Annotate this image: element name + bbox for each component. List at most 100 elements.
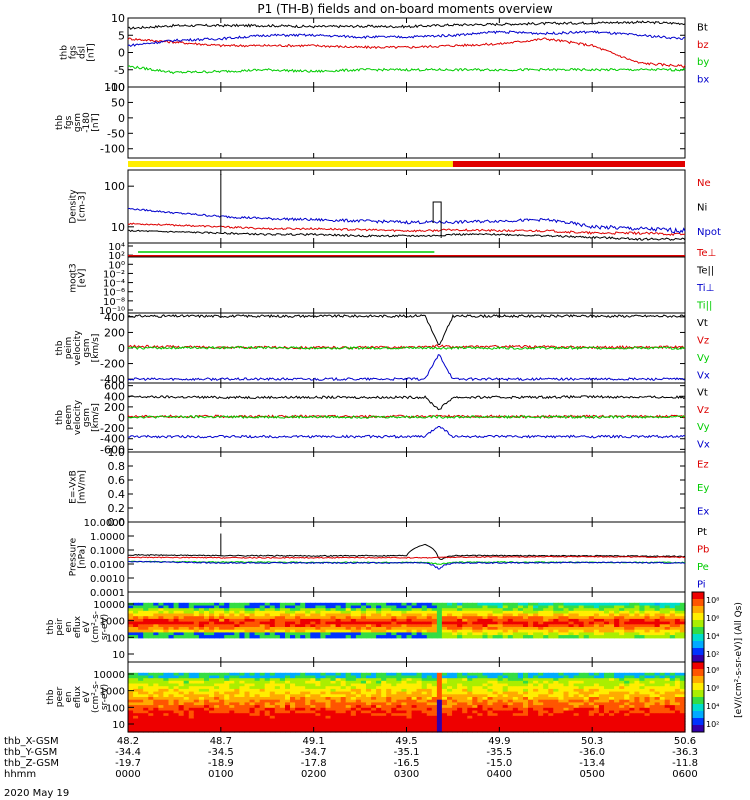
spectrogram-cell: [249, 678, 256, 682]
x-tick-label: -19.7: [115, 758, 141, 769]
spectrogram-cell: [467, 710, 473, 714]
spectrogram-cell: [624, 605, 630, 609]
spectrogram-cell: [173, 697, 180, 701]
spectrogram-cell: [679, 683, 686, 687]
spectrogram-cell: [295, 608, 301, 612]
colorbar-cell: [692, 683, 704, 691]
spectrogram-cell: [234, 710, 240, 714]
colorbar-cell: [692, 704, 704, 712]
spectrogram-cell: [517, 707, 524, 712]
spectrogram-cell: [244, 718, 251, 722]
spectrogram-cell: [163, 680, 170, 685]
spectrogram-cell: [654, 686, 661, 690]
spectrogram-cell: [553, 616, 559, 620]
spectrogram-cell: [219, 624, 225, 628]
spectrogram-cell: [279, 691, 286, 695]
spectrogram-cell: [381, 697, 387, 701]
spectrogram-cell: [441, 686, 448, 690]
spectrogram-cell: [285, 713, 291, 717]
spectrogram-cell: [360, 624, 367, 628]
spectrogram-cell: [325, 608, 332, 612]
spectrogram-cell: [305, 632, 311, 636]
spectrogram-cell: [355, 618, 362, 623]
spectrogram-cell: [436, 680, 443, 685]
spectrogram-cell: [366, 715, 372, 720]
spectrogram-cell: [609, 680, 615, 685]
spectrogram-cell: [431, 675, 438, 679]
spectrogram-cell: [441, 694, 448, 698]
spectrogram-cell: [224, 705, 230, 709]
spectrogram-cell: [426, 694, 433, 698]
spectrogram-cell: [183, 627, 190, 631]
spectrogram-cell: [462, 618, 468, 623]
spectrogram-cell: [664, 624, 671, 628]
spectrogram-cell: [477, 691, 484, 695]
spectrogram-cell: [639, 621, 646, 625]
spectrogram-cell: [244, 707, 251, 712]
spectrogram-cell: [376, 610, 382, 615]
spectrogram-cell: [254, 621, 261, 625]
spectrogram-cell: [659, 710, 666, 714]
spectrogram-cell: [533, 723, 539, 728]
spectrogram-cell: [310, 726, 316, 730]
spectrogram-cell: [431, 621, 438, 625]
spectrogram-cell: [224, 602, 230, 607]
spectrogram-cell: [371, 694, 377, 698]
spectrogram-cell: [512, 602, 519, 607]
spectrogram-cell: [224, 678, 230, 682]
spectrogram-cell: [598, 635, 605, 639]
spectrogram-cell: [183, 723, 190, 728]
panel-frame: [127, 242, 686, 314]
spectrogram-cell: [285, 621, 291, 625]
spectrogram-cell: [588, 672, 595, 677]
spectrogram-cell: [487, 627, 494, 631]
spectrogram-cell: [360, 608, 367, 612]
spectrogram-cell: [447, 686, 453, 690]
spectrogram-cell: [477, 715, 484, 720]
spectrogram-cell: [335, 608, 342, 612]
spectrogram-cell: [158, 678, 165, 682]
spectrogram-cell: [598, 721, 605, 725]
spectrogram-cell: [183, 632, 190, 636]
spectrogram-cell: [609, 694, 615, 698]
spectrogram-cell: [624, 715, 630, 720]
spectrogram-cell: [548, 702, 554, 706]
spectrogram-cell: [178, 635, 185, 639]
spectrogram-cell: [269, 718, 276, 722]
spectrogram-cell: [214, 729, 220, 733]
spectrogram-cell: [355, 718, 362, 722]
y-tick-label: 100: [104, 81, 125, 94]
spectrogram-cell: [467, 729, 473, 733]
spectrogram-cell: [315, 723, 322, 728]
spectrogram-cell: [274, 621, 281, 625]
spectrogram-cell: [396, 629, 403, 633]
spectrogram-cell: [558, 635, 565, 639]
spectrogram-cell: [259, 678, 266, 682]
spectrogram-cell: [244, 705, 251, 709]
spectrogram-cell: [502, 699, 509, 703]
spectrogram-cell: [173, 729, 180, 733]
spectrogram-cell: [598, 702, 605, 706]
spectrogram-cell: [274, 686, 281, 690]
spectrogram-cell: [310, 702, 316, 706]
spectrogram-cell: [462, 678, 468, 682]
spectrogram-cell: [497, 713, 504, 717]
spectrogram-cell: [204, 602, 210, 607]
spectrogram-cell: [654, 675, 661, 679]
spectrogram-cell: [204, 707, 210, 712]
spectrogram-cell: [452, 726, 458, 730]
spectrogram-cell: [583, 715, 590, 720]
spectrogram-cell: [133, 680, 139, 685]
spectrogram-cell: [229, 683, 235, 687]
spectrogram-cell: [148, 632, 154, 636]
spectrogram-cell: [188, 713, 195, 717]
spectrogram-cell: [259, 723, 266, 728]
spectrogram-cell: [502, 723, 509, 728]
spectrogram-cell: [143, 688, 149, 693]
spectrogram-cell: [345, 627, 352, 631]
spectrogram-cell: [528, 699, 534, 703]
spectrogram-cell: [679, 721, 686, 725]
spectrogram-cell: [173, 713, 180, 717]
spectrogram-cell: [325, 710, 332, 714]
spectrogram-cell: [664, 697, 671, 701]
